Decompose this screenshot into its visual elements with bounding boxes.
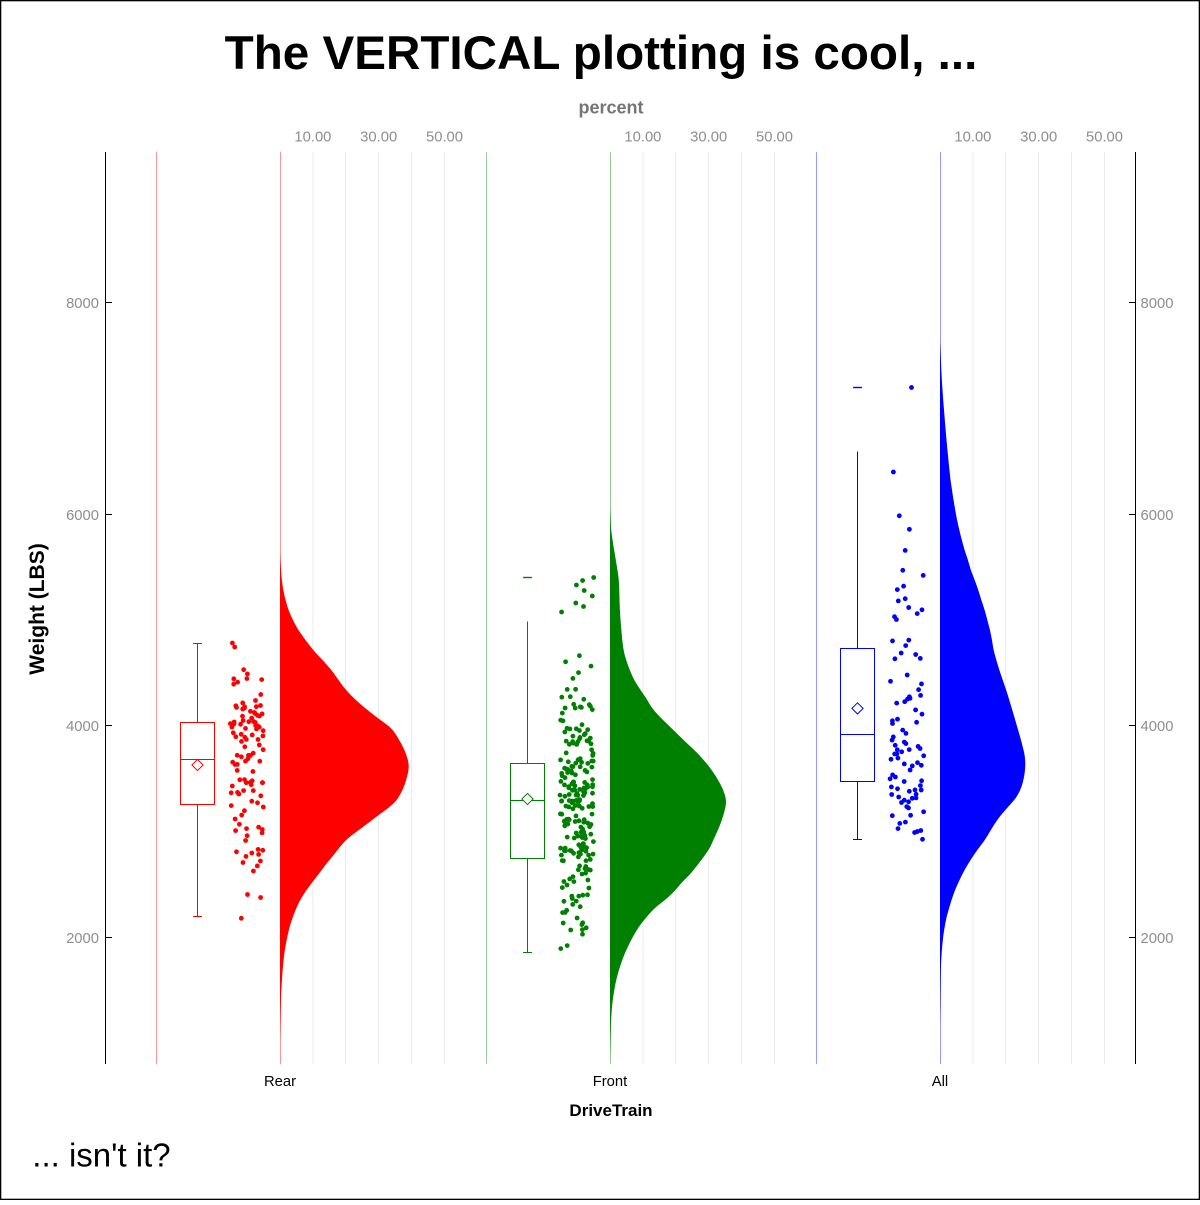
- svg-text:4000: 4000: [66, 719, 99, 735]
- svg-text:6000: 6000: [1141, 508, 1174, 524]
- svg-text:All: All: [932, 1074, 948, 1090]
- svg-text:10.00: 10.00: [954, 130, 991, 146]
- svg-text:30.00: 30.00: [1020, 130, 1057, 146]
- svg-text:2000: 2000: [1141, 931, 1174, 947]
- svg-text:Front: Front: [593, 1074, 628, 1090]
- svg-text:4000: 4000: [1141, 719, 1174, 735]
- svg-text:8000: 8000: [1141, 296, 1174, 312]
- svg-text:30.00: 30.00: [360, 130, 397, 146]
- svg-text:2000: 2000: [66, 931, 99, 947]
- svg-text:10.00: 10.00: [294, 130, 331, 146]
- svg-text:percent: percent: [578, 98, 643, 118]
- svg-text:6000: 6000: [66, 508, 99, 524]
- svg-text:30.00: 30.00: [690, 130, 727, 146]
- svg-text:50.00: 50.00: [426, 130, 463, 146]
- svg-text:Weight (LBS): Weight (LBS): [26, 543, 49, 674]
- svg-text:... isn't it?: ... isn't it?: [32, 1137, 170, 1174]
- svg-text:8000: 8000: [66, 296, 99, 312]
- svg-text:DriveTrain: DriveTrain: [569, 1101, 652, 1120]
- svg-text:50.00: 50.00: [1086, 130, 1123, 146]
- svg-text:The VERTICAL plotting is cool,: The VERTICAL plotting is cool, ...: [225, 27, 978, 80]
- svg-text:10.00: 10.00: [624, 130, 661, 146]
- svg-text:Rear: Rear: [264, 1074, 296, 1090]
- svg-text:50.00: 50.00: [756, 130, 793, 146]
